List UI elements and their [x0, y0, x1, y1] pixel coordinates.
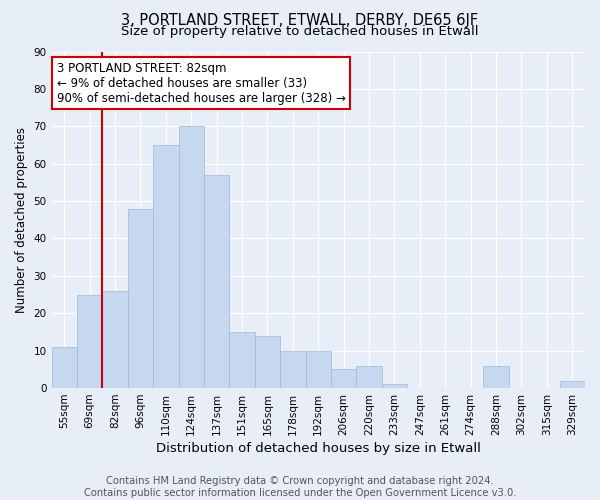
Bar	[52, 347, 77, 388]
Text: Contains HM Land Registry data © Crown copyright and database right 2024.
Contai: Contains HM Land Registry data © Crown c…	[84, 476, 516, 498]
Bar	[153, 145, 179, 388]
Bar	[356, 366, 382, 388]
Text: 3, PORTLAND STREET, ETWALL, DERBY, DE65 6JF: 3, PORTLAND STREET, ETWALL, DERBY, DE65 …	[121, 12, 479, 28]
Bar	[255, 336, 280, 388]
Bar	[103, 291, 128, 388]
Bar	[484, 366, 509, 388]
Bar	[229, 332, 255, 388]
Bar	[179, 126, 204, 388]
Bar	[128, 208, 153, 388]
Bar	[560, 380, 585, 388]
Bar	[382, 384, 407, 388]
Text: Size of property relative to detached houses in Etwall: Size of property relative to detached ho…	[121, 25, 479, 38]
Bar	[204, 175, 229, 388]
Bar	[331, 370, 356, 388]
Bar	[77, 294, 103, 388]
Bar	[305, 350, 331, 388]
Text: 3 PORTLAND STREET: 82sqm
← 9% of detached houses are smaller (33)
90% of semi-de: 3 PORTLAND STREET: 82sqm ← 9% of detache…	[57, 62, 346, 104]
Y-axis label: Number of detached properties: Number of detached properties	[15, 127, 28, 313]
Bar	[280, 350, 305, 388]
X-axis label: Distribution of detached houses by size in Etwall: Distribution of detached houses by size …	[156, 442, 481, 455]
